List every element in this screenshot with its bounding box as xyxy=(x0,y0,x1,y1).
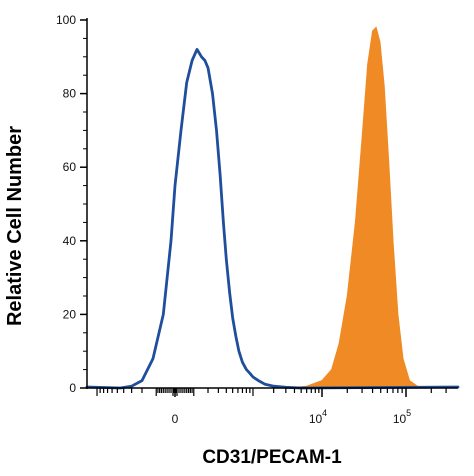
x-tick-exponent: 4 xyxy=(322,408,327,418)
x-tick-exponent: 5 xyxy=(406,408,411,418)
x-tick-label: 105 xyxy=(393,408,411,426)
y-tick-label: 20 xyxy=(63,307,77,321)
histogram-filled-series xyxy=(285,26,432,389)
y-tick-label: 60 xyxy=(63,160,77,174)
y-tick-label: 40 xyxy=(63,234,77,248)
series-layer xyxy=(85,26,460,390)
y-tick-label: 0 xyxy=(69,381,76,395)
axes-layer: 0 20 40 60 80 100 0 104 105 xyxy=(56,13,458,426)
x-tick-label: 104 xyxy=(309,408,327,426)
y-tick-label: 80 xyxy=(63,87,77,101)
x-axis-title: CD31/PECAM-1 xyxy=(202,447,342,468)
x-tick-label: 0 xyxy=(172,412,179,426)
y-tick-label: 100 xyxy=(56,13,76,27)
y-axis-title: Relative Cell Number xyxy=(4,126,26,326)
histogram-outline-series xyxy=(85,48,460,390)
